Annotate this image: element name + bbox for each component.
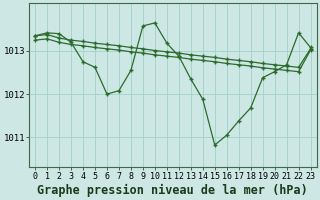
X-axis label: Graphe pression niveau de la mer (hPa): Graphe pression niveau de la mer (hPa) [37,183,308,197]
